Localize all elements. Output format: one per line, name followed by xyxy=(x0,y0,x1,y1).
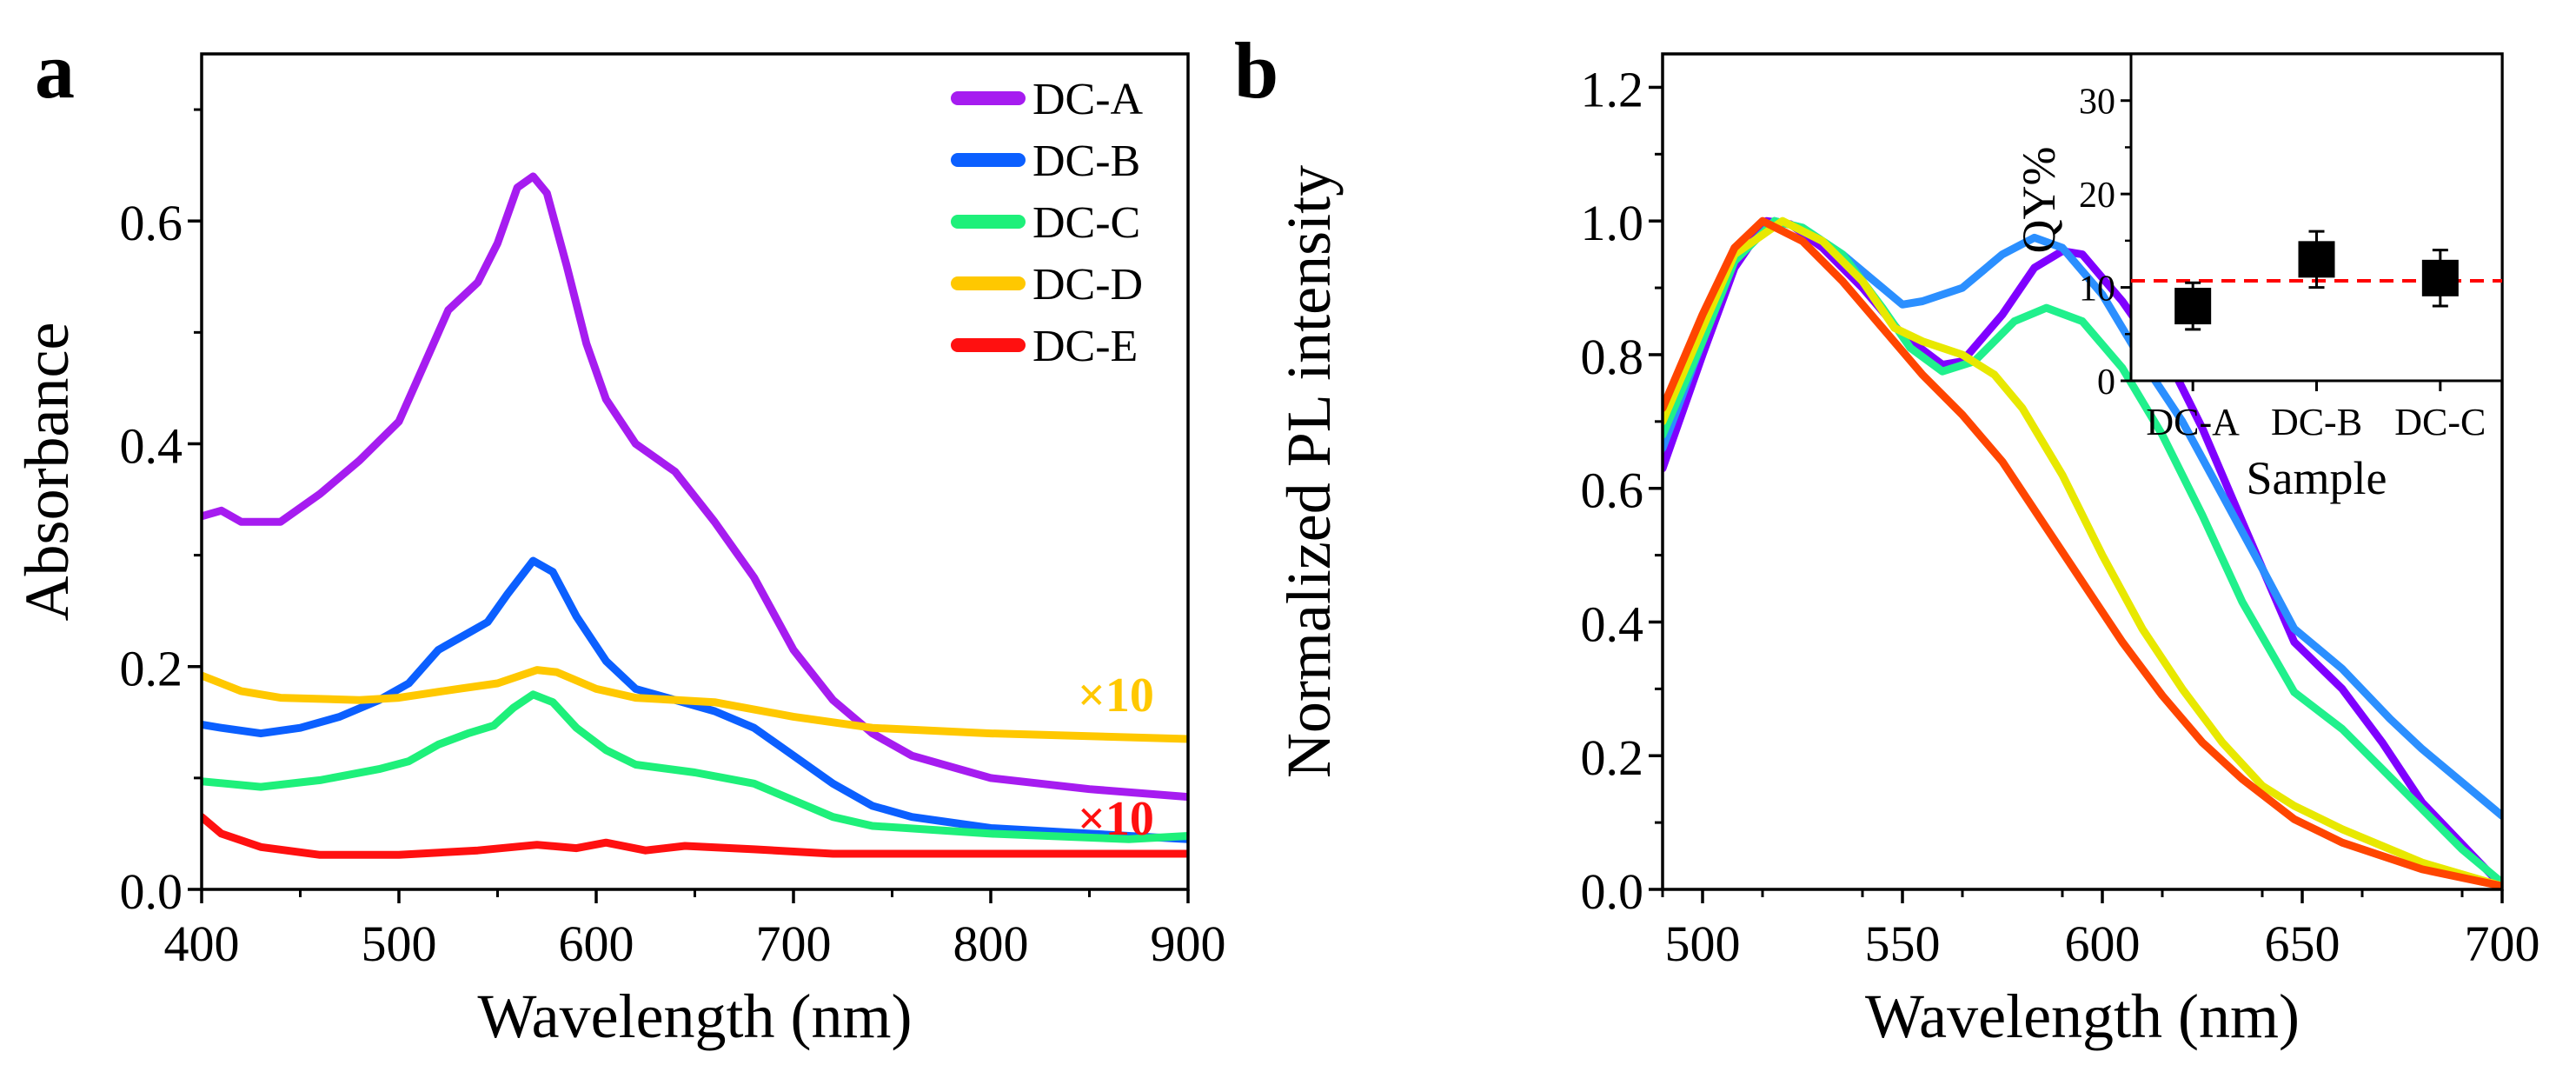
scale-annotation: ×10 xyxy=(1078,792,1154,846)
y-tick-label: 1.0 xyxy=(1581,195,1644,251)
legend-label-dc-c: DC-C xyxy=(1032,198,1140,248)
x-tick-label: 700 xyxy=(2465,915,2540,972)
inset-y-axis-title: QY% xyxy=(2013,147,2065,254)
data-point-dc-c xyxy=(2421,259,2459,296)
x-tick-label: 400 xyxy=(164,915,240,972)
y-tick-label: 0.2 xyxy=(1581,729,1644,786)
legend-label-dc-d: DC-D xyxy=(1032,260,1143,310)
y-axis-title: Absorbance xyxy=(12,323,82,622)
y-tick-label: 0.6 xyxy=(120,195,183,251)
x-tick-label: 700 xyxy=(756,915,832,972)
scale-annotation: ×10 xyxy=(1078,669,1154,722)
x-tick-label: 600 xyxy=(559,915,634,972)
y-axis-title: Normalized PL intensity xyxy=(1274,165,1344,778)
x-tick-label: 500 xyxy=(1665,915,1741,972)
x-tick-label: 600 xyxy=(2065,915,2141,972)
panel-label-a: a xyxy=(35,26,75,115)
x-axis-title: Wavelength (nm) xyxy=(1865,982,2300,1051)
legend-label-dc-a: DC-A xyxy=(1032,75,1144,124)
y-tick-label: 0.4 xyxy=(1581,596,1644,652)
inset-y-tick-label: 30 xyxy=(2079,83,2115,123)
legend-label-dc-e: DC-E xyxy=(1032,322,1138,371)
plot-frame xyxy=(1661,52,2504,891)
inset-x-tick-label: DC-C xyxy=(2394,401,2486,443)
series-line-5 xyxy=(1663,216,2502,889)
x-tick-label: 900 xyxy=(1151,915,1226,972)
series-line-4 xyxy=(1663,216,2502,889)
y-tick-label: 0.2 xyxy=(120,641,183,697)
absorbance-chart: 400 500 600 700 800 900 0.0 0.2 0.4 0.6 Wavelength… xyxy=(12,52,1226,1051)
inset-x-tick-label: DC-A xyxy=(2146,401,2240,443)
x-tick-label: 550 xyxy=(1865,915,1941,972)
y-tick-label: 0.0 xyxy=(1581,863,1644,920)
y-tick-label: 1.2 xyxy=(1581,61,1644,117)
x-tick-label: 500 xyxy=(362,915,437,972)
x-tick-label: 800 xyxy=(953,915,1029,972)
y-tick-label: 0.4 xyxy=(120,417,183,474)
inset-y-tick-label: 10 xyxy=(2079,270,2115,310)
series-line-dc-d xyxy=(202,666,1188,743)
inset-frame xyxy=(2129,52,2504,383)
data-point-dc-b xyxy=(2298,241,2335,278)
inset-x-tick-label: DC-B xyxy=(2271,401,2362,443)
x-tick-label: 650 xyxy=(2265,915,2340,972)
y-tick-label: 0.6 xyxy=(1581,463,1644,519)
series-line-dc-b xyxy=(202,556,1188,843)
x-axis-title: Wavelength (nm) xyxy=(477,982,912,1051)
series-line-dc-c xyxy=(202,690,1188,843)
inset-y-tick-label: 0 xyxy=(2097,363,2115,403)
y-tick-label: 0.8 xyxy=(1581,329,1644,385)
y-tick-label: 0.0 xyxy=(120,863,183,920)
inset-x-axis-title: Sample xyxy=(2247,452,2387,504)
series-line-dc-a xyxy=(202,172,1188,802)
inset-y-tick-label: 20 xyxy=(2079,176,2115,216)
series-line-dc-e xyxy=(202,813,1188,859)
panel-label-b: b xyxy=(1234,26,1278,115)
legend-label-dc-b: DC-B xyxy=(1032,136,1140,186)
pl-chart: 500 550 600 650 700 0.0 0.2 0.4 0.6 0.8 1.0 1.2 Wave… xyxy=(1274,52,2540,1051)
data-point-dc-a xyxy=(2174,288,2212,325)
